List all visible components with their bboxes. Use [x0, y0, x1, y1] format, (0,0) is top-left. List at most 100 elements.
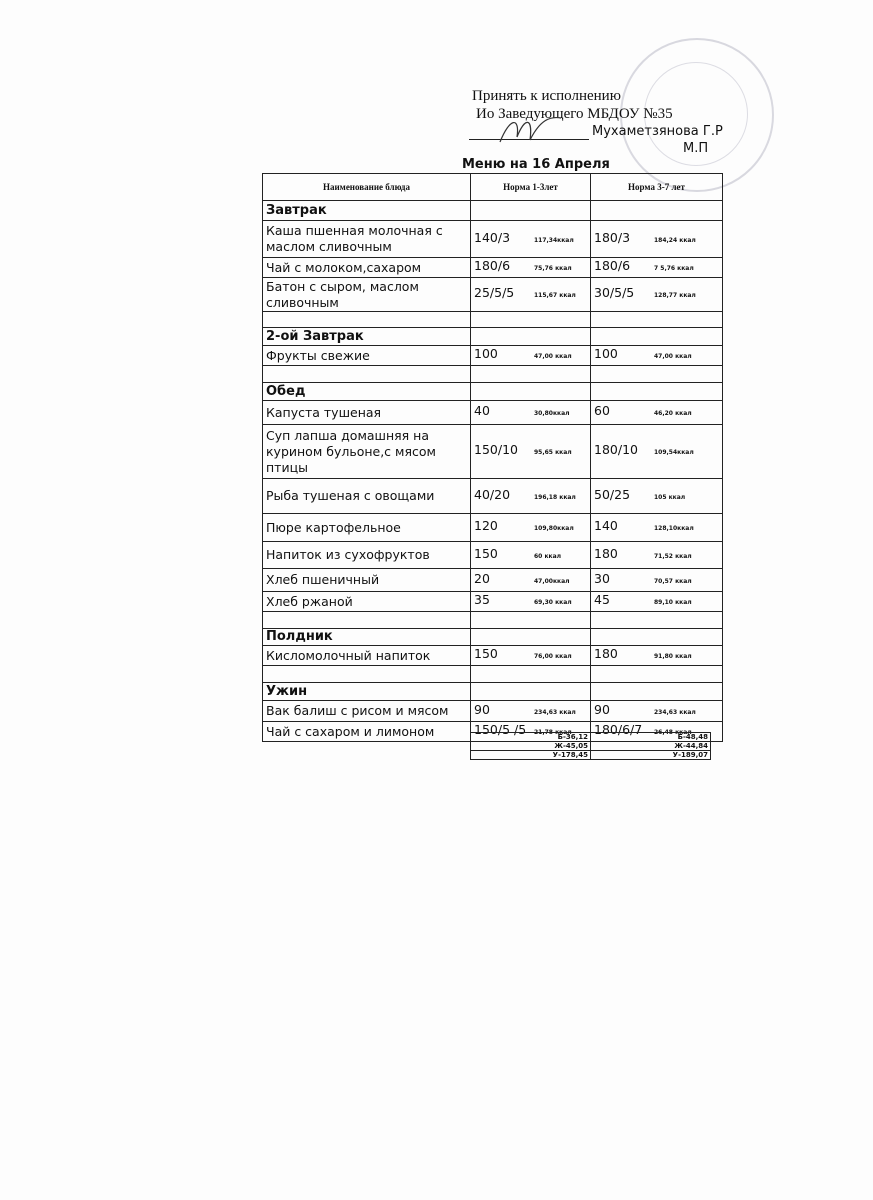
total-3-7: Б-48,48	[590, 732, 711, 742]
dish-row: Вак балиш с рисом и мясом 90 234,63 ккал …	[262, 700, 723, 722]
norm-3-7: 45 89,10 ккал	[590, 591, 723, 612]
norm-1-3: 40/20 196,18 ккал	[470, 478, 591, 514]
section-title: Завтрак	[262, 200, 471, 221]
portion-3-7: 30/5/5	[594, 285, 635, 300]
kcal-1-3: 115,67 ккал	[534, 292, 576, 299]
portion-3-7: 180/3	[594, 229, 631, 245]
signature-line	[469, 139, 589, 140]
section-title: 2-ой Завтрак	[262, 327, 471, 346]
dish-name: Фрукты свежие	[262, 345, 471, 366]
norm-1-3: 90 234,63 ккал	[470, 700, 591, 722]
menu-table: Наименование блюда Норма 1-3лет Норма 3-…	[262, 173, 723, 742]
signature	[499, 116, 562, 143]
kcal-3-7: 105 ккал	[654, 493, 686, 501]
dish-name: Вак балиш с рисом и мясом	[262, 700, 471, 722]
portion-1-3: 90	[474, 701, 490, 717]
empty-row	[262, 311, 723, 328]
dish-row: Чай с молоком,сахаром 180/6 75,76 ккал 18…	[262, 257, 723, 278]
dish-row: Суп лапша домашняя на курином бульоне,с …	[262, 424, 723, 479]
totals-row: Б-36,12 Б-48,48	[470, 732, 711, 742]
kcal-1-3: 30,80ккал	[534, 410, 570, 417]
kcal-3-7: 184,24 ккал	[654, 236, 696, 244]
total-1-3: Б-36,12	[470, 732, 591, 742]
empty-row	[262, 365, 723, 383]
dish-name: Хлеб пшеничный	[262, 568, 471, 592]
kcal-3-7: 109,54ккал	[654, 449, 694, 456]
total-1-3: Ж-45,05	[470, 741, 591, 751]
dish-name: Хлеб ржаной	[262, 591, 471, 612]
norm-1-3: 150/10 95,65 ккал	[470, 424, 591, 479]
kcal-1-3: 60 ккал	[534, 552, 562, 560]
section-title: Ужин	[262, 682, 471, 701]
portion-1-3: 150	[474, 646, 498, 661]
norm-1-3: 120 109,80ккал	[470, 513, 591, 542]
norm-3-7: 180 71,52 ккал	[590, 541, 723, 569]
portion-3-7: 60	[594, 403, 610, 418]
portion-3-7: 100	[594, 346, 618, 361]
dish-row: Батон с сыром, маслом сливочным 25/5/5 11…	[262, 277, 723, 312]
kcal-1-3: 76,00 ккал	[534, 653, 572, 660]
kcal-3-7: 71,52 ккал	[654, 552, 692, 560]
norm-1-3: 100 47,00 ккал	[470, 345, 591, 366]
dish-row: Напиток из сухофруктов 150 60 ккал 180 71,…	[262, 541, 723, 569]
header-norm-1-3: Норма 1-3лет	[470, 173, 591, 201]
section-title: Полдник	[262, 628, 471, 646]
portion-1-3: 20	[474, 570, 490, 586]
norm-1-3: 180/6 75,76 ккал	[470, 257, 591, 278]
dish-name: Каша пшенная молочная с маслом сливочным	[262, 220, 471, 258]
portion-3-7: 180	[594, 646, 618, 661]
norm-3-7: 30/5/5 128,77 ккал	[590, 277, 723, 312]
total-1-3: У-178,45	[470, 750, 591, 760]
empty-row	[262, 611, 723, 629]
portion-1-3: 100	[474, 346, 498, 361]
kcal-3-7: 128,77 ккал	[654, 292, 696, 299]
section-title: Обед	[262, 382, 471, 401]
dish-name: Капуста тушеная	[262, 400, 471, 425]
dish-row: Рыба тушеная с овощами 40/20 196,18 ккал …	[262, 478, 723, 514]
dish-row: Фрукты свежие 100 47,00 ккал 100 47,00 кка…	[262, 345, 723, 366]
portion-1-3: 25/5/5	[474, 285, 515, 300]
norm-1-3: 150 60 ккал	[470, 541, 591, 569]
menu-title: Меню на 16 Апреля	[462, 157, 610, 172]
dish-name: Пюре картофельное	[262, 513, 471, 542]
kcal-1-3: 47,00 ккал	[534, 353, 572, 360]
kcal-1-3: 234,63 ккал	[534, 708, 576, 716]
norm-1-3: 20 47,00ккал	[470, 568, 591, 592]
norm-1-3: 40 30,80ккал	[470, 400, 591, 425]
dish-row: Пюре картофельное 120 109,80ккал 140 128,1…	[262, 513, 723, 542]
kcal-1-3: 196,18 ккал	[534, 493, 576, 501]
kcal-1-3: 47,00ккал	[534, 577, 570, 585]
kcal-1-3: 69,30 ккал	[534, 599, 572, 606]
section-row: Ужин	[262, 682, 723, 701]
header-dish: Наименование блюда	[262, 173, 471, 201]
portion-1-3: 150/10	[474, 442, 518, 457]
norm-3-7: 100 47,00 ккал	[590, 345, 723, 366]
norm-1-3: 25/5/5 115,67 ккал	[470, 277, 591, 312]
dish-name: Рыба тушеная с овощами	[262, 478, 471, 514]
dish-row: Каша пшенная молочная с маслом сливочным…	[262, 220, 723, 258]
total-3-7: Ж-44,84	[590, 741, 711, 751]
dish-name: Батон с сыром, маслом сливочным	[262, 277, 471, 312]
norm-3-7: 180/6 7 5,76 ккал	[590, 257, 723, 278]
totals-table: Б-36,12 Б-48,48 Ж-45,05 Ж-44,84 У-178,45 У-18…	[470, 732, 711, 760]
portion-3-7: 30	[594, 570, 610, 586]
dish-row: Хлеб пшеничный 20 47,00ккал 30 70,57 ккал	[262, 568, 723, 592]
approval-line1: Принять к исполнению	[472, 88, 621, 104]
kcal-3-7: 46,20 ккал	[654, 410, 692, 417]
portion-1-3: 180/6	[474, 258, 511, 273]
section-row: Обед	[262, 382, 723, 401]
portion-3-7: 140	[594, 518, 618, 533]
empty-row	[262, 665, 723, 683]
section-row: Полдник	[262, 628, 723, 646]
kcal-3-7: 47,00 ккал	[654, 353, 692, 360]
portion-1-3: 40	[474, 403, 490, 418]
kcal-3-7: 91,80 ккал	[654, 653, 692, 660]
dish-name: Суп лапша домашняя на курином бульоне,с …	[262, 424, 471, 479]
dish-name: Напиток из сухофруктов	[262, 541, 471, 569]
portion-1-3: 40/20	[474, 486, 511, 502]
totals-row: У-178,45 У-189,07	[470, 750, 711, 760]
kcal-3-7: 89,10 ккал	[654, 599, 692, 606]
norm-3-7: 180/10 109,54ккал	[590, 424, 723, 479]
approver-name: Мухаметзянова Г.Р	[592, 124, 723, 139]
